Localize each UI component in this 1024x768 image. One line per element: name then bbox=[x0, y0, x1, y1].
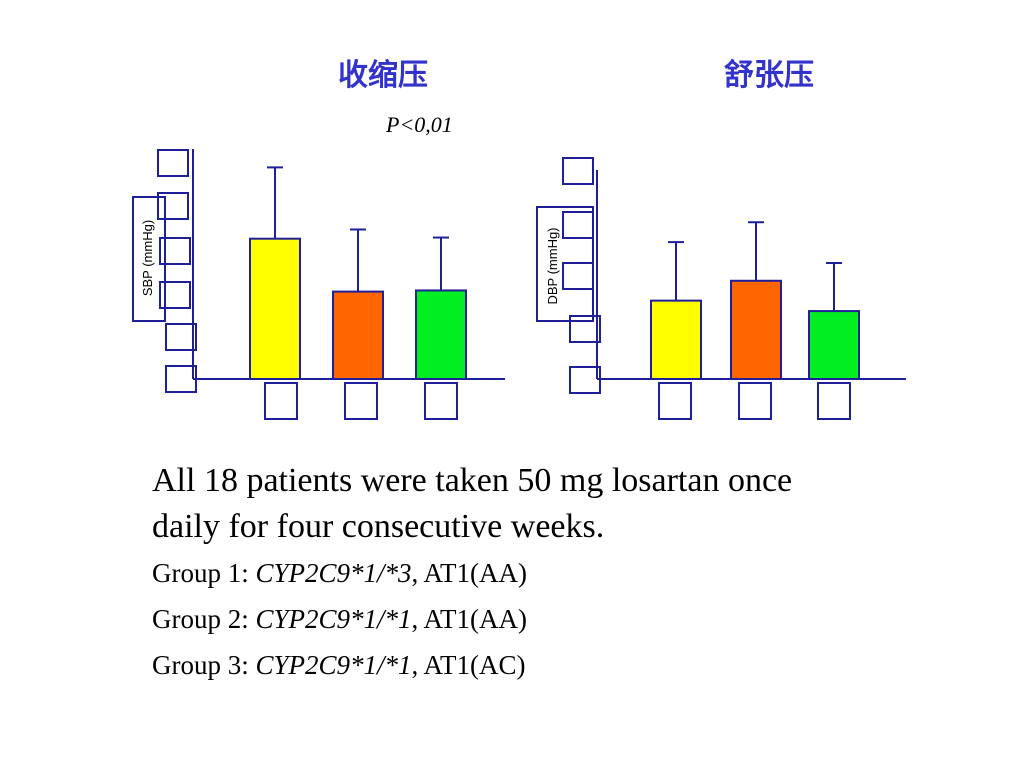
group-2-prefix: Group 2: bbox=[152, 604, 256, 634]
sbp-bar-2 bbox=[332, 290, 384, 381]
dbp-bar-2 bbox=[730, 279, 782, 380]
dbp-ytick-box-1 bbox=[562, 157, 594, 185]
sbp-ytick-box-5 bbox=[165, 323, 197, 351]
sbp-ylabel: SBP (mmHg) bbox=[140, 220, 155, 296]
group-1-genotype: CYP2C9*1/*3 bbox=[255, 558, 412, 588]
dbp-ytick-box-2 bbox=[562, 211, 594, 239]
caption: All 18 patients were taken 50 mg losarta… bbox=[152, 458, 952, 550]
dbp-xtick-box-3 bbox=[817, 382, 851, 420]
group-2-suffix: , AT1(AA) bbox=[411, 604, 528, 634]
group-3-suffix: , AT1(AC) bbox=[411, 650, 526, 680]
sbp-xtick-box-1 bbox=[264, 382, 298, 420]
sbp-xtick-box-3 bbox=[424, 382, 458, 420]
dbp-bar-3 bbox=[808, 310, 860, 381]
sbp-ytick-box-1 bbox=[157, 149, 189, 177]
dbp-bar-1 bbox=[650, 299, 702, 380]
bar-charts: SBP (mmHg) DBP (mmHg) bbox=[132, 149, 906, 420]
dbp-ytick-box-5 bbox=[569, 366, 601, 394]
sbp-chart-title: 收缩压 bbox=[338, 58, 428, 93]
sbp-bar-1 bbox=[249, 237, 301, 380]
sbp-bar-3 bbox=[415, 289, 467, 381]
sbp-ytick-box-6 bbox=[165, 365, 197, 393]
group-1-line: Group 1: CYP2C9*1/*3, AT1(AA) bbox=[152, 558, 527, 589]
group-2-genotype: CYP2C9*1/*1 bbox=[255, 604, 412, 634]
group-3-genotype: CYP2C9*1/*1 bbox=[255, 650, 412, 680]
sbp-ylabel-frame bbox=[132, 196, 166, 322]
sbp-xtick-box-2 bbox=[344, 382, 378, 420]
group-1-prefix: Group 1: bbox=[152, 558, 256, 588]
sbp-chart: SBP (mmHg) bbox=[132, 149, 505, 420]
group-1-suffix: , AT1(AA) bbox=[411, 558, 528, 588]
dbp-chart-title: 舒张压 bbox=[724, 58, 814, 93]
dbp-ylabel: DBP (mmHg) bbox=[545, 227, 560, 304]
dbp-ytick-box-4 bbox=[569, 315, 601, 343]
dbp-ytick-box-3 bbox=[562, 262, 594, 290]
dbp-chart: DBP (mmHg) bbox=[536, 157, 906, 420]
caption-line-2: daily for four consecutive weeks. bbox=[152, 508, 605, 545]
dbp-xtick-box-2 bbox=[738, 382, 772, 420]
caption-line-1: All 18 patients were taken 50 mg losarta… bbox=[152, 462, 793, 499]
group-3-line: Group 3: CYP2C9*1/*1, AT1(AC) bbox=[152, 650, 526, 681]
group-3-prefix: Group 3: bbox=[152, 650, 256, 680]
dbp-xtick-box-1 bbox=[658, 382, 692, 420]
group-2-line: Group 2: CYP2C9*1/*1, AT1(AA) bbox=[152, 604, 527, 635]
dbp-ylabel-frame bbox=[536, 206, 594, 322]
p-value-annotation: P<0,01 bbox=[386, 112, 453, 137]
